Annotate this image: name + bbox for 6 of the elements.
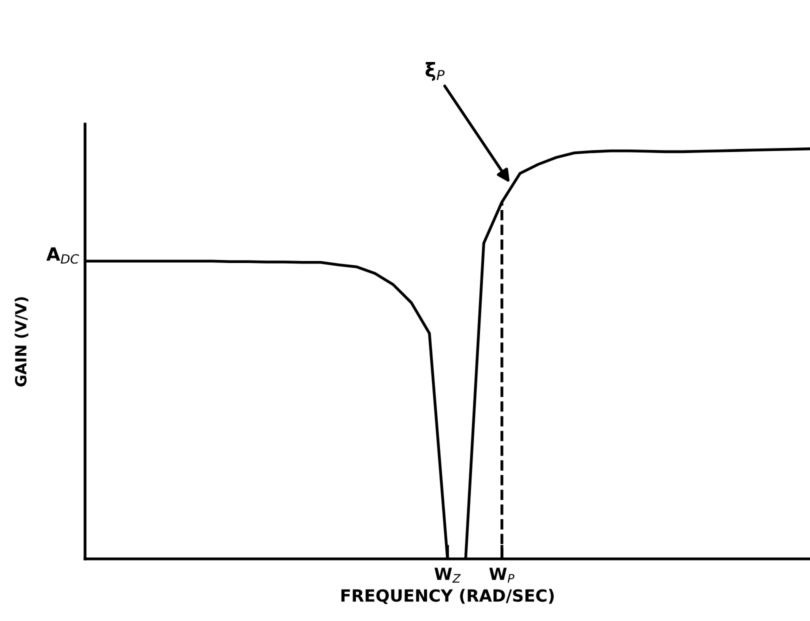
text: ξ$_{P}$ (426, 62, 445, 81)
x-tick-label: W$_{Z}$ (434, 568, 461, 583)
text: A$_{DC}$ (46, 247, 79, 264)
x-axis-title: FREQUENCY (RAD/SEC) (341, 588, 554, 604)
y-axis-title: GAIN (V/V) (14, 297, 28, 386)
x-tick-label: W$_{P}$ (489, 568, 514, 583)
